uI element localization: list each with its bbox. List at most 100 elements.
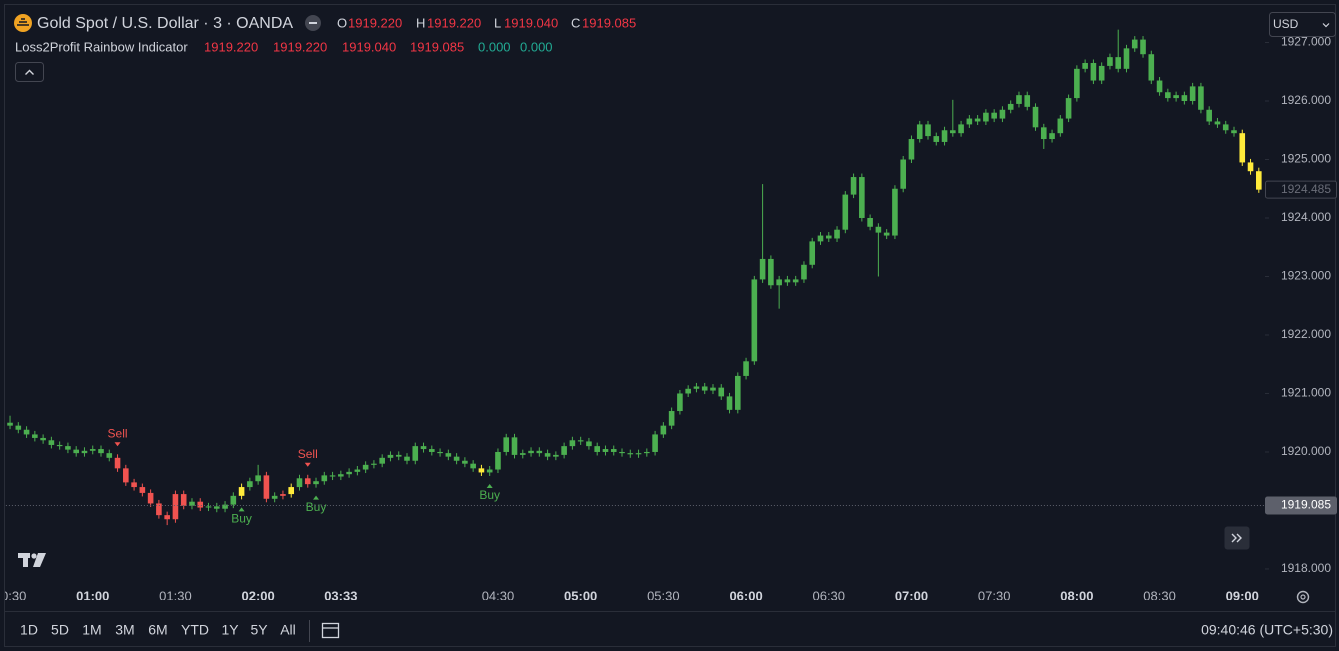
candle-body	[445, 453, 452, 457]
candle-body	[1231, 130, 1237, 134]
x-tick-label: 07:00	[895, 588, 928, 603]
range-button[interactable]: 6M	[148, 622, 167, 638]
candle-body	[892, 188, 898, 236]
candle-body	[925, 124, 931, 137]
candle-body	[271, 495, 278, 499]
range-button[interactable]: 3M	[115, 622, 134, 638]
candle-body	[255, 475, 261, 482]
candle-body	[668, 411, 675, 426]
candle-body	[701, 386, 708, 391]
candle-body	[511, 437, 518, 455]
candle-body	[1074, 68, 1080, 99]
scroll-icon	[1231, 533, 1242, 543]
candle-body	[371, 463, 377, 465]
candle-body	[950, 130, 956, 134]
candle-body	[627, 453, 634, 455]
candle-body	[685, 388, 691, 394]
ohlc-key: L	[494, 15, 501, 30]
candle-body	[412, 446, 419, 461]
candle-body	[1057, 118, 1064, 134]
settings-ring	[1296, 590, 1310, 604]
collapse-button[interactable]	[15, 62, 44, 82]
candle-body	[1016, 95, 1022, 104]
x-tick-label: 05:00	[564, 588, 597, 603]
candle-body	[280, 494, 286, 496]
candle-body	[338, 474, 344, 477]
candle-body	[7, 422, 13, 426]
candle-body	[470, 463, 476, 469]
candle-body	[1040, 127, 1047, 140]
range-button[interactable]: 5Y	[250, 622, 268, 638]
candle-body	[536, 450, 543, 454]
candle-body	[420, 446, 427, 450]
candle-body	[329, 475, 336, 477]
candle-body	[1173, 95, 1179, 99]
candle-body	[362, 464, 369, 470]
candle-body	[437, 451, 443, 454]
settings-icon[interactable]	[1296, 590, 1310, 604]
candle-body	[139, 487, 146, 493]
plot-area: 00:30 01:00 01:30 02:00 03:33 04:30 05:00 05:30…	[5, 29, 1265, 603]
candle-body	[544, 453, 551, 457]
candle-body	[263, 475, 270, 499]
buy-signal: Buy	[306, 500, 327, 514]
candle-body	[809, 241, 816, 265]
goto-date[interactable]	[321, 622, 340, 639]
candle-body	[718, 387, 725, 397]
candle-body	[462, 460, 468, 464]
candle-body	[958, 124, 964, 134]
candle-body	[602, 449, 609, 452]
candle-body	[238, 487, 245, 496]
candle-body	[123, 468, 129, 483]
candle-body	[710, 387, 716, 391]
clock[interactable]: 09:40:46 (UTC+5:30)	[1201, 622, 1333, 638]
candle-body	[784, 279, 791, 283]
candle-body	[916, 124, 923, 140]
y-tick-label: 1921.000	[1281, 386, 1331, 400]
candle-body	[693, 386, 700, 389]
candle-body	[792, 279, 799, 283]
candle-body	[1065, 98, 1072, 119]
candle-body	[247, 481, 253, 488]
range-button[interactable]: 1M	[82, 622, 101, 638]
range-button[interactable]: 1D	[20, 622, 38, 638]
currency-select[interactable]	[1269, 12, 1336, 37]
price-label: 1919.085	[1281, 498, 1331, 512]
x-tick-label: 06:00	[729, 588, 762, 603]
indicator-value: 1919.220	[204, 39, 258, 54]
x-tick-label: 08:30	[1143, 588, 1176, 603]
x-tick-label: 08:00	[1060, 588, 1093, 603]
x-tick-label: 02:00	[242, 588, 275, 603]
scroll-to-latest[interactable]	[1224, 526, 1250, 550]
candle-body	[164, 515, 170, 520]
symbol-logo	[14, 14, 32, 32]
range-button[interactable]: YTD	[181, 622, 209, 638]
candle-body	[1206, 109, 1212, 122]
candle-body	[321, 475, 328, 482]
currency-caret	[1322, 23, 1330, 28]
range-button[interactable]: 5D	[51, 622, 69, 638]
candle-body	[1198, 86, 1204, 110]
candle-body	[635, 453, 642, 455]
symbol-title[interactable]: Gold Spot / U.S. Dollar · 3 · OANDA	[37, 15, 293, 32]
x-tick-label: 05:30	[647, 588, 680, 603]
range-button[interactable]: All	[280, 622, 296, 638]
candle-body	[660, 425, 667, 435]
range-button[interactable]: 1Y	[221, 622, 239, 638]
candle-body	[1024, 95, 1031, 107]
candle-body	[1115, 57, 1122, 69]
candle-body	[395, 454, 402, 457]
candle-body	[346, 471, 352, 475]
candle-body	[89, 449, 96, 451]
y-tick-label: 1926.000	[1281, 93, 1331, 107]
candle-body	[999, 109, 1006, 119]
candle-body	[180, 494, 187, 506]
candle-body	[1123, 48, 1130, 69]
sell-signal: Sell	[298, 447, 318, 461]
buy-arrow	[238, 507, 245, 512]
candle-body	[850, 177, 857, 195]
indicator-name[interactable]: Loss2Profit Rainbow Indicator	[15, 39, 188, 54]
candle-body	[1131, 39, 1138, 49]
candle-body	[1007, 103, 1014, 110]
indicator-value: 1919.085	[410, 39, 464, 54]
